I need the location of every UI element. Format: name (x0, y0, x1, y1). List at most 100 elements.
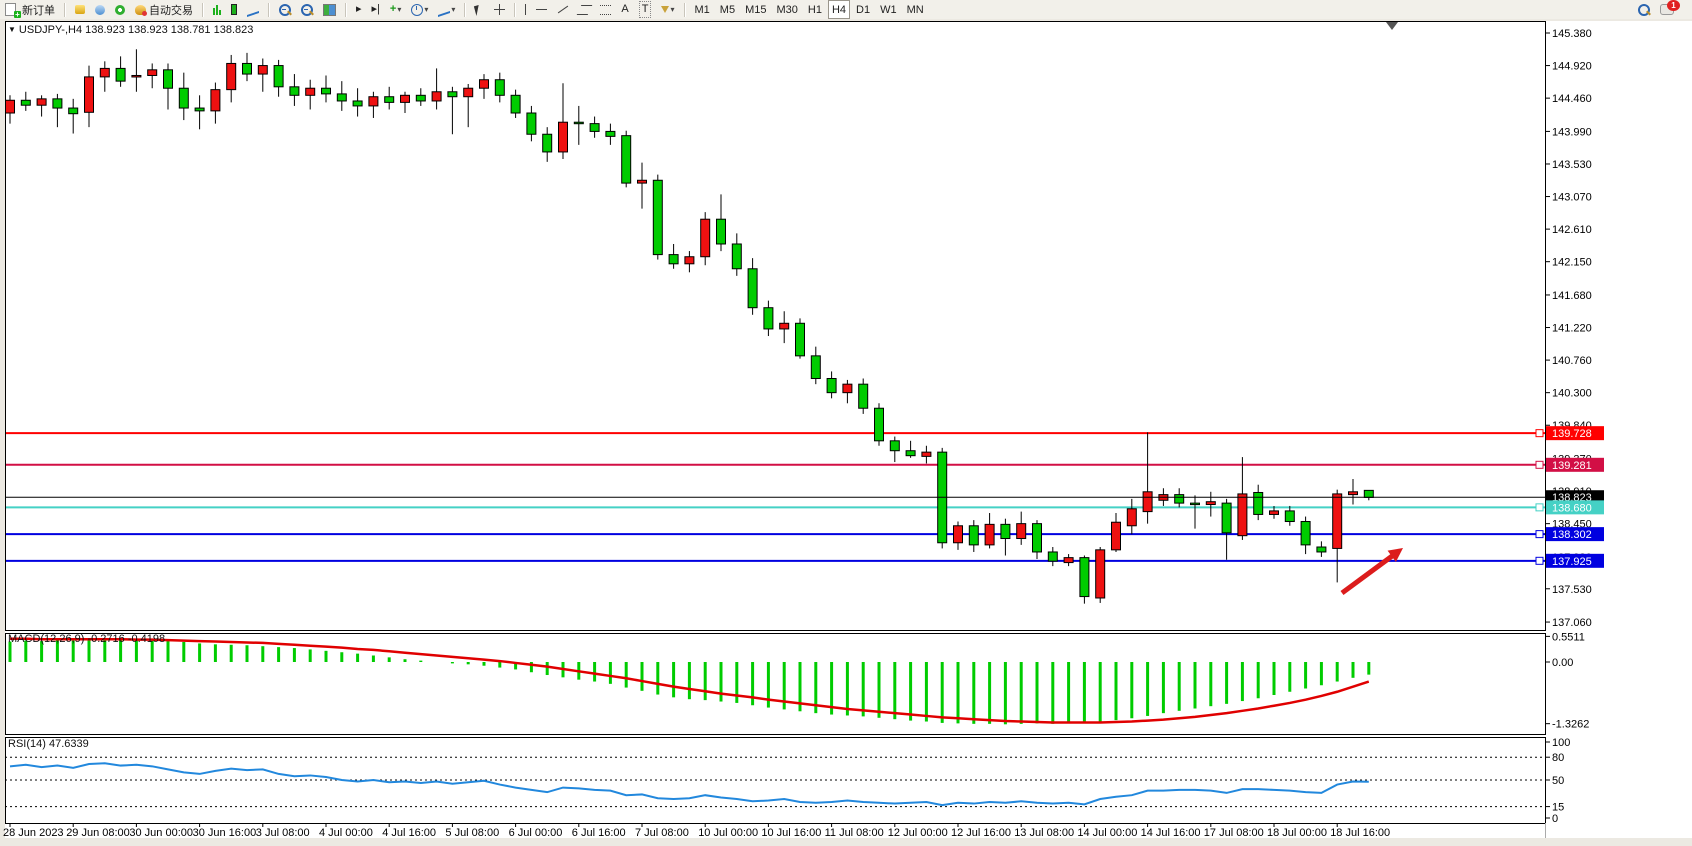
rsi-axis-label: 0 (1552, 813, 1558, 825)
zoom-in-button[interactable] (275, 0, 295, 19)
signals-button[interactable] (111, 0, 129, 19)
time-axis-label: 14 Jul 00:00 (1077, 827, 1137, 839)
pane-border (5, 21, 1546, 631)
candle-body (68, 107, 79, 115)
level-line-anchor[interactable] (1535, 503, 1544, 512)
indicators-button[interactable]: + ▾ (386, 0, 405, 19)
candle-body (826, 378, 837, 394)
candle-body (479, 79, 489, 89)
tf-button-m1[interactable]: M1 (694, 3, 710, 16)
toolbar-separator (345, 2, 347, 17)
time-axis-label: 10 Jul 16:00 (761, 827, 821, 839)
candle-body (795, 322, 805, 357)
level-price-badge-label: 138.302 (1552, 529, 1592, 541)
pane-border (5, 737, 1546, 824)
annotation-arrow-shaft[interactable] (1340, 551, 1397, 596)
chart-menu-arrow-icon[interactable]: ▼ (8, 25, 16, 34)
level-price-badge (1546, 457, 1604, 472)
level-line-anchor[interactable] (1535, 460, 1544, 469)
price-axis-tick-label: 141.220 (1552, 323, 1592, 335)
candle-body (289, 86, 300, 96)
candle-body (1205, 501, 1216, 506)
candle-body (1221, 502, 1232, 534)
chart-shift-marker[interactable] (1386, 22, 1398, 30)
level-line-anchor[interactable] (1535, 429, 1544, 438)
price-axis-tick-label: 141.680 (1552, 290, 1592, 302)
level-price-badge-label: 138.680 (1552, 502, 1592, 514)
chart-shift-button[interactable]: ▸| (368, 0, 384, 19)
templates-button[interactable]: ▾ (434, 0, 459, 19)
tf-button-m30[interactable]: M30 (776, 3, 798, 16)
vertical-line-tool-button[interactable] (521, 0, 530, 19)
time-axis-label: 30 Jun 00:00 (129, 827, 193, 839)
candle-body (1237, 493, 1248, 537)
annotation-arrow-head[interactable] (1387, 548, 1403, 562)
candle-body (257, 65, 268, 75)
candle-body (842, 383, 853, 394)
fibonacci-tool-button[interactable] (596, 0, 615, 19)
tf-button-w1[interactable]: W1 (880, 3, 897, 16)
bar-chart-icon (213, 4, 221, 15)
tf-button-d1[interactable]: D1 (856, 3, 871, 16)
macd-axis-label: -1.3262 (1552, 719, 1589, 731)
price-axis-tick-label: 144.460 (1552, 93, 1592, 105)
candle-body (1063, 557, 1074, 564)
candle-body (1332, 493, 1343, 549)
candle-body (36, 98, 47, 106)
notifications-button[interactable]: 1 (1656, 0, 1686, 19)
price-axis-tick-label: 137.530 (1552, 584, 1592, 596)
tf-button-m15[interactable]: M15 (745, 3, 767, 16)
arrows-tool-button[interactable]: ▾ (657, 0, 678, 19)
level-line-anchor[interactable] (1535, 556, 1544, 565)
text-label-tool-button[interactable]: T (635, 0, 656, 19)
level-price-badge (1546, 527, 1604, 542)
periods-clock-icon (411, 3, 424, 16)
candle-body (953, 525, 963, 544)
candle-body (652, 179, 663, 256)
tf-button-mn[interactable]: MN (906, 3, 924, 16)
new-order-button[interactable]: + 新订单 (1, 0, 59, 19)
auto-scroll-button[interactable]: ▸ (352, 0, 366, 19)
time-axis-label: 3 Jul 08:00 (256, 827, 310, 839)
time-axis-label: 6 Jul 16:00 (572, 827, 626, 839)
market-watch-button[interactable] (71, 0, 89, 19)
candlestick-chart-button[interactable] (227, 0, 241, 19)
tf-button-h1[interactable]: H1 (807, 3, 822, 16)
text-tool-button[interactable]: A (617, 0, 632, 19)
candle-body (352, 100, 363, 107)
tf-button-h4[interactable]: H4 (827, 0, 850, 19)
search-button[interactable] (1634, 0, 1654, 19)
rsi-line (9, 762, 1369, 807)
chart-title[interactable]: ▼ USDJPY-,H4 138.923 138.923 138.781 138.… (8, 24, 253, 36)
candle-body (336, 93, 347, 102)
crosshair-button[interactable] (490, 0, 509, 19)
rsi-axis-label: 100 (1552, 737, 1570, 749)
candle-body (1300, 521, 1311, 546)
dropdown-arrow-icon: ▾ (670, 5, 675, 14)
level-line-anchor[interactable] (1535, 530, 1544, 539)
price-axis-tick-label: 142.150 (1552, 257, 1592, 269)
fibonacci-icon (600, 4, 612, 15)
community-button[interactable] (91, 0, 109, 19)
periods-button[interactable]: ▾ (407, 0, 432, 19)
tile-windows-button[interactable] (319, 0, 340, 19)
candle-body (163, 69, 173, 89)
candle-body (84, 76, 94, 113)
zoom-out-button[interactable] (297, 0, 317, 19)
tf-button-m5[interactable]: M5 (719, 3, 736, 16)
crosshair-icon (494, 4, 506, 15)
candle-body (905, 450, 916, 457)
candle-body (716, 218, 726, 245)
time-axis-label: 5 Jul 08:00 (445, 827, 499, 839)
horizontal-line-tool-button[interactable] (532, 0, 551, 19)
candle-body (558, 121, 568, 153)
bar-chart-button[interactable] (209, 0, 225, 19)
pane-border (5, 633, 1546, 735)
candle-body (463, 87, 474, 98)
community-icon (95, 4, 105, 15)
autotrade-button[interactable]: 自动交易 (131, 0, 197, 19)
toolbar-separator (268, 2, 270, 17)
macd-axis-label: 0.5511 (1552, 631, 1585, 643)
macd-signal-line (10, 637, 1370, 724)
